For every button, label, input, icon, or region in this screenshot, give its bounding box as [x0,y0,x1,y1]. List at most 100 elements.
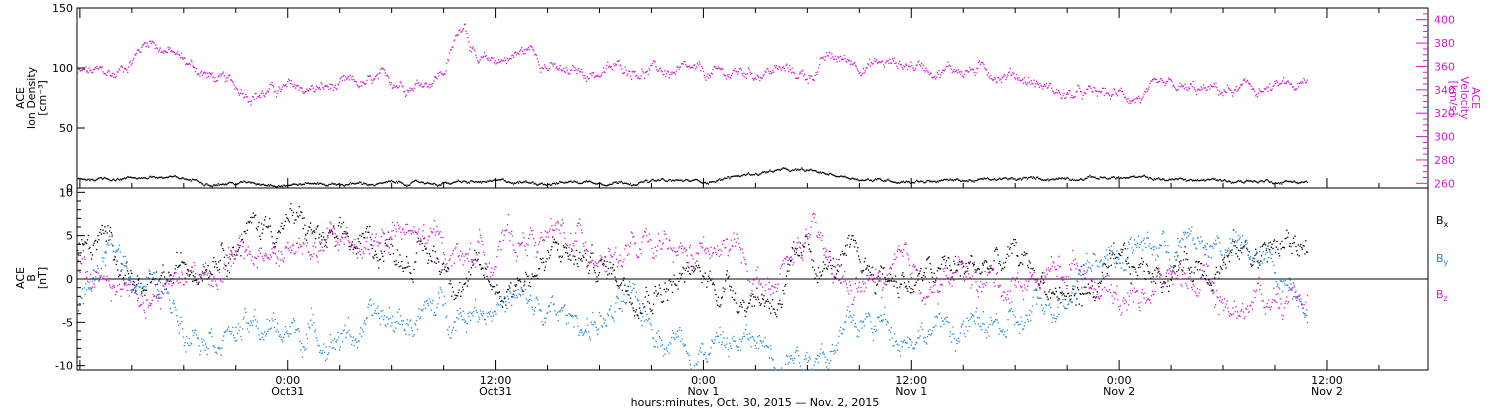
by-series-point [470,319,472,321]
by-series-point [616,297,619,299]
density-series-point [520,181,522,183]
density-series-point [664,180,666,182]
density-series-point [402,182,404,184]
by-series-point [191,343,193,345]
velocity-series-point [1152,79,1155,81]
by-series-point [232,334,235,336]
bx-series-point [134,292,136,294]
density-series-point [1096,177,1098,180]
velocity-series-point [978,61,980,64]
velocity-series-point [1266,86,1268,88]
density-series-point [330,183,332,186]
by-series-point [77,310,79,312]
density-series-point [385,181,387,183]
density-series-point [960,180,962,183]
velocity-series-point [1109,94,1111,97]
bx-series-point [251,216,253,219]
density-series-point [812,170,814,172]
bx-series-point [921,276,923,279]
by-series-point [472,314,474,317]
density-series-point [138,177,140,179]
bx-series-point [803,246,806,248]
by-series-point [269,320,271,322]
density-series-point [123,178,125,180]
velocity-series-point [876,59,878,61]
density-series-point [257,183,259,185]
velocity-series-point [271,81,273,84]
density-series-point [1027,177,1030,179]
by-series-point [346,331,349,333]
density-series-point [573,180,575,182]
bx-series-point [797,254,799,256]
density-series-point [137,177,139,180]
bx-series-point [209,272,212,274]
density-series-point [723,178,725,180]
density-series-point [352,182,355,185]
by-series-point [520,287,523,289]
velocity-series-point [877,61,880,64]
density-series-point [991,178,994,181]
density-series-point [435,184,437,186]
velocity-series-point [1021,79,1023,81]
bx-series-point [1083,286,1085,288]
velocity-series-point [702,70,705,73]
bx-series-point [212,261,214,263]
velocity-series-point [561,70,563,72]
bx-series-point [546,258,548,260]
velocity-series-point [1052,91,1054,93]
density-series-point [571,181,573,183]
by-series-point [228,326,230,328]
velocity-series-point [1145,91,1147,93]
density-series-point [1167,180,1169,182]
density-series-point [432,183,435,185]
bx-series-point [1226,255,1228,257]
density-series-point [1106,178,1109,180]
velocity-series-point [112,72,114,74]
velocity-series-point [105,73,107,75]
velocity-series-point [288,79,291,82]
by-series-point [301,342,303,345]
velocity-series-point [102,71,104,73]
velocity-series-point [328,88,330,90]
density-series-point [652,178,654,180]
density-series-point [802,168,804,170]
velocity-series-point [219,73,221,75]
velocity-series-point [215,81,217,83]
velocity-series-point [181,57,183,59]
bx-series-point [306,232,308,234]
bx-series-point [234,258,236,260]
bx-series-point [1293,242,1295,244]
bx-series-point [462,289,464,291]
bx-series-point [735,302,738,304]
velocity-series-point [144,42,146,44]
density-series-point [763,171,765,173]
bx-series-point [1060,292,1062,294]
bx-series-point [263,224,265,226]
by-series-point [565,323,568,325]
velocity-series-point [845,60,847,62]
bx-series-point [127,270,129,272]
by-series-point [146,278,148,280]
bx-series-point [1104,264,1107,266]
density-series-point [815,170,817,172]
bx-series-point [701,281,703,284]
density-series-point [365,182,367,185]
density-series-point [930,180,932,182]
by-series-point [541,320,543,323]
velocity-series-point [1218,90,1221,92]
bx-series-point [346,233,348,235]
by-series-point [328,352,330,354]
bx-series-point [364,237,366,239]
by-series-point [500,296,502,298]
velocity-series-point [143,42,146,44]
density-series-point [319,182,321,184]
bx-series-point [584,252,587,255]
bx-series-point [143,289,145,291]
bx-series-point [969,261,971,263]
bx-series-point [977,267,980,269]
bx-series-point [518,280,520,282]
velocity-series-point [566,69,568,72]
bx-series-point [223,249,225,252]
density-series-point [1264,179,1266,182]
